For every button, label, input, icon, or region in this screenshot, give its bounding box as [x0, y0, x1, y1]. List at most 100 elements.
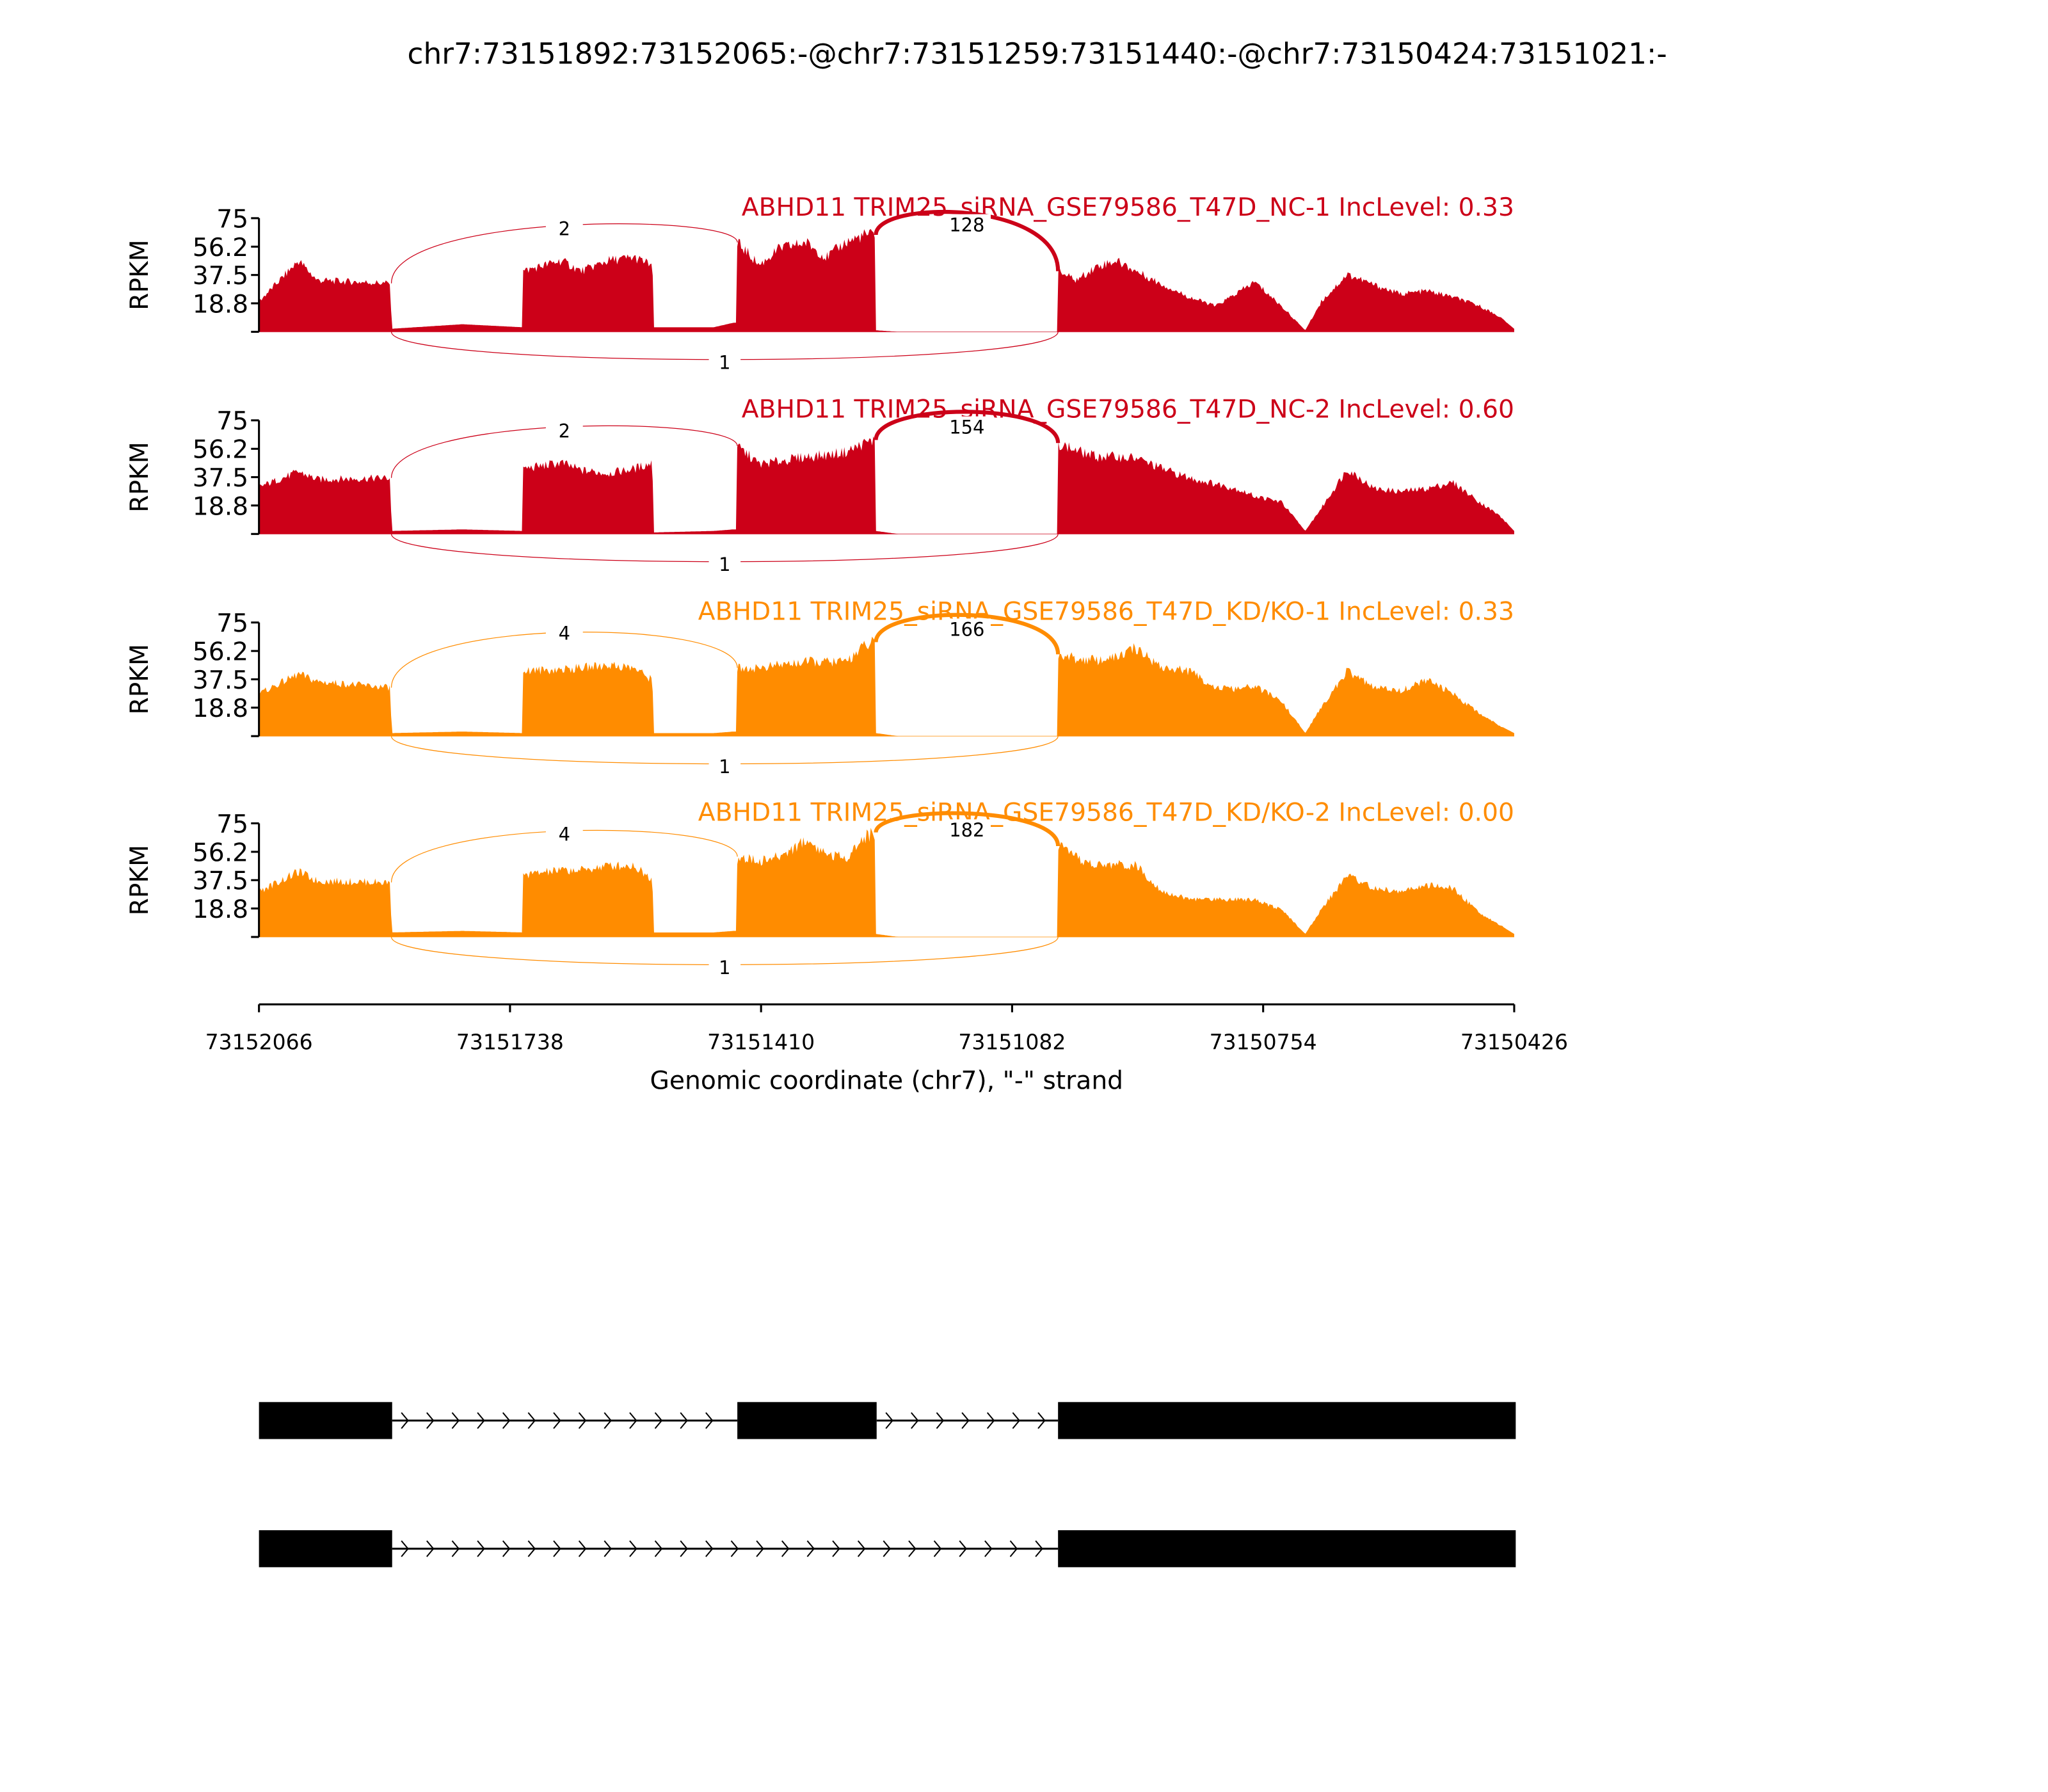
gene-structure — [259, 1402, 1516, 1567]
junction-arc-inclusion-right — [874, 811, 1060, 847]
strand-chevron-icon — [654, 1412, 663, 1429]
y-tick-label: 18.8 — [193, 290, 248, 319]
strand-chevron-icon — [986, 1412, 995, 1429]
strand-chevron-icon — [578, 1412, 587, 1429]
strand-chevron-icon — [604, 1540, 612, 1557]
strand-chevron-icon — [1012, 1412, 1021, 1429]
strand-chevron-icon — [578, 1540, 587, 1557]
y-tick-label: 56.2 — [193, 436, 248, 465]
track-label: ABHD11 TRIM25_siRNA_GSE79586_T47D_NC-1 I… — [742, 193, 1514, 222]
isoform-2 — [259, 1530, 1516, 1567]
strand-chevron-icon — [806, 1540, 815, 1557]
junction-arc-inclusion-right — [874, 410, 1060, 444]
x-tick-label: 73152066 — [205, 1029, 313, 1054]
y-axis-label: RPKM — [125, 442, 154, 512]
strand-chevron-icon — [908, 1540, 916, 1557]
strand-chevron-icon — [705, 1540, 714, 1557]
y-tick-label: 56.2 — [193, 638, 248, 667]
isoform-1 — [259, 1402, 1516, 1439]
coverage-area — [259, 828, 1514, 937]
y-tick-label: 75 — [216, 609, 248, 638]
exon-block — [1058, 1530, 1516, 1567]
junction-label-bg — [708, 955, 741, 977]
strand-chevron-icon — [553, 1540, 561, 1557]
strand-chevron-icon — [477, 1412, 485, 1429]
strand-chevron-icon — [705, 1412, 714, 1429]
junction-count: 154 — [949, 416, 984, 438]
strand-chevron-icon — [451, 1540, 460, 1557]
junction-count: 1 — [719, 351, 730, 373]
strand-chevron-icon — [629, 1540, 637, 1557]
strand-chevron-icon — [911, 1412, 919, 1429]
coverage-area — [259, 436, 1514, 534]
strand-chevron-icon — [451, 1412, 460, 1429]
junction-label-bg — [708, 552, 741, 574]
junction-count: 128 — [949, 214, 984, 236]
x-axis-label: Genomic coordinate (chr7), "-" strand — [650, 1066, 1123, 1095]
y-tick-label: 75 — [216, 810, 248, 839]
strand-chevron-icon — [502, 1412, 511, 1429]
strand-chevron-icon — [1037, 1412, 1046, 1429]
y-tick-label: 75 — [216, 407, 248, 436]
x-tick-label: 73151738 — [456, 1029, 564, 1054]
strand-chevron-icon — [781, 1540, 790, 1557]
strand-chevron-icon — [885, 1412, 893, 1429]
strand-chevron-icon — [832, 1540, 840, 1557]
strand-chevron-icon — [936, 1412, 945, 1429]
x-tick-label: 73151410 — [707, 1029, 815, 1054]
junction-count: 2 — [559, 218, 570, 240]
y-tick-label: 56.2 — [193, 234, 248, 262]
exon-block — [259, 1402, 392, 1439]
y-tick-label: 75 — [216, 205, 248, 234]
strand-chevron-icon — [604, 1412, 612, 1429]
junction-label-bg — [545, 621, 583, 643]
junction-count: 4 — [559, 823, 570, 845]
strand-chevron-icon — [401, 1540, 409, 1557]
coverage-area — [259, 636, 1514, 737]
strand-chevron-icon — [756, 1540, 764, 1557]
strand-chevron-icon — [961, 1412, 970, 1429]
strand-chevron-icon — [984, 1540, 993, 1557]
junction-label-bg — [708, 350, 741, 372]
strand-chevron-icon — [426, 1412, 435, 1429]
coverage-area — [259, 228, 1514, 332]
strand-chevron-icon — [680, 1412, 688, 1429]
junction-label-bg — [943, 214, 991, 236]
y-tick-label: 37.5 — [193, 464, 248, 493]
strand-chevron-icon — [933, 1540, 942, 1557]
strand-chevron-icon — [527, 1412, 536, 1429]
y-axis-label: RPKM — [125, 239, 154, 310]
x-tick-label: 73151082 — [958, 1029, 1066, 1054]
junction-count: 4 — [559, 622, 570, 644]
junction-count: 2 — [559, 420, 570, 442]
strand-chevron-icon — [401, 1412, 409, 1429]
y-axis-label: RPKM — [125, 644, 154, 714]
junction-count: 166 — [949, 618, 984, 640]
track-label: ABHD11 TRIM25_siRNA_GSE79586_T47D_KD/KO-… — [698, 598, 1514, 627]
strand-chevron-icon — [629, 1412, 637, 1429]
strand-chevron-icon — [426, 1540, 435, 1557]
junction-label-bg — [708, 755, 741, 776]
y-tick-label: 37.5 — [193, 666, 248, 695]
y-tick-label: 56.2 — [193, 838, 248, 867]
strand-chevron-icon — [680, 1540, 688, 1557]
junction-label-bg — [943, 819, 991, 841]
exon-block — [737, 1402, 877, 1439]
strand-chevron-icon — [527, 1540, 536, 1557]
strand-chevron-icon — [1009, 1540, 1018, 1557]
strand-chevron-icon — [553, 1412, 561, 1429]
y-tick-label: 37.5 — [193, 262, 248, 291]
junction-count: 182 — [949, 819, 984, 841]
strand-chevron-icon — [1035, 1540, 1043, 1557]
junction-count: 1 — [719, 554, 730, 575]
strand-chevron-icon — [883, 1540, 891, 1557]
track-label: ABHD11 TRIM25_siRNA_GSE79586_T47D_NC-2 I… — [742, 396, 1514, 424]
junction-arc-inclusion-right — [874, 209, 1060, 271]
junction-count: 1 — [719, 756, 730, 778]
